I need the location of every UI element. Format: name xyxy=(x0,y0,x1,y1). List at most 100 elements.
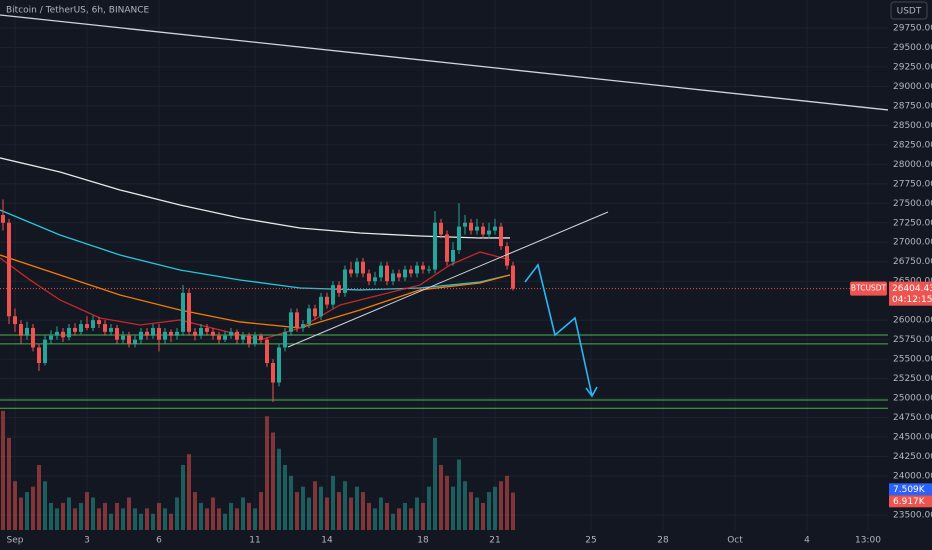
volume-bar xyxy=(379,497,383,530)
volume-bar xyxy=(421,502,425,530)
volume-bar xyxy=(223,513,227,530)
y-tick-label: 29500.00 xyxy=(893,43,932,53)
candle-body xyxy=(1,214,5,223)
volume-bar xyxy=(511,492,515,530)
x-tick-label: 28 xyxy=(657,536,669,546)
y-tick-label: 26000.00 xyxy=(893,316,932,326)
volume-bar xyxy=(445,475,449,530)
x-tick-label: 18 xyxy=(417,536,429,546)
volume-bar xyxy=(73,508,77,530)
countdown: 04:12:15 xyxy=(892,295,932,305)
y-tick-label: 28250.00 xyxy=(893,140,932,150)
volume-bar xyxy=(31,486,35,530)
volume-bar xyxy=(487,492,491,530)
volume-bar xyxy=(469,492,473,530)
candle-body xyxy=(349,269,353,274)
candle-body xyxy=(451,250,455,262)
y-tick-label: 28750.00 xyxy=(893,101,932,111)
y-tick-label: 29000.00 xyxy=(893,82,932,92)
x-tick-label: 21 xyxy=(489,536,500,546)
volume-bar xyxy=(157,502,161,530)
volume-bar xyxy=(373,508,377,530)
volume-bar xyxy=(481,502,485,530)
volume-bar xyxy=(451,486,455,530)
currency-button[interactable] xyxy=(890,1,928,20)
y-tick-label: 27250.00 xyxy=(893,218,932,228)
volume-bar xyxy=(427,486,431,530)
volume-bar xyxy=(433,437,437,530)
currency-label[interactable]: USDT xyxy=(897,7,922,17)
candle-body xyxy=(313,308,317,317)
volume-bar xyxy=(103,502,107,530)
volume-bar xyxy=(139,513,143,530)
volume-bar xyxy=(397,508,401,530)
volume-bar xyxy=(343,481,347,530)
candle-body xyxy=(403,269,407,278)
trend-line xyxy=(287,211,609,348)
y-tick-label: 25000.00 xyxy=(893,394,932,404)
candle-body xyxy=(121,335,125,340)
volume-bar xyxy=(127,497,131,530)
volume-bar xyxy=(355,486,359,530)
candle-body xyxy=(253,335,257,344)
volume-bar xyxy=(385,502,389,530)
candle-body xyxy=(61,331,65,338)
candle-body xyxy=(217,335,221,340)
volume-bar xyxy=(109,513,113,530)
volume-bar xyxy=(19,497,23,530)
x-tick-label: 13:00 xyxy=(855,536,881,546)
volume-bar xyxy=(205,508,209,530)
volume-bar xyxy=(415,497,419,530)
y-tick-label: 27000.00 xyxy=(893,238,932,248)
candle-body xyxy=(193,331,197,336)
moving-average xyxy=(0,209,511,291)
x-tick-label: Oct xyxy=(727,536,743,546)
y-tick-label: 25750.00 xyxy=(893,335,932,345)
candle-body xyxy=(355,261,359,274)
candle-body xyxy=(139,331,143,340)
symbol-tag-bg xyxy=(850,281,887,296)
volume-bar xyxy=(1,410,5,530)
candles xyxy=(1,199,515,402)
moving-average xyxy=(0,254,511,329)
x-tick-label: 25 xyxy=(585,536,596,546)
volume-bar xyxy=(115,502,119,530)
candle-body xyxy=(37,347,41,364)
y-tick-label: 24250.00 xyxy=(893,452,932,462)
candle-body xyxy=(385,265,389,282)
candle-body xyxy=(379,265,383,278)
volume-bar xyxy=(277,448,281,530)
volume-bar xyxy=(151,513,155,530)
volume-bar xyxy=(7,437,11,530)
volume-bar xyxy=(367,502,371,530)
volume-bar xyxy=(295,492,299,530)
volume-bar xyxy=(175,497,179,530)
volume-bar xyxy=(229,502,233,530)
volume-bar xyxy=(391,513,395,530)
candle-body xyxy=(49,335,53,340)
volume-bar xyxy=(163,508,167,530)
volume-bar xyxy=(457,459,461,530)
volume-bar xyxy=(193,492,197,530)
volume-bar xyxy=(331,475,335,530)
x-tick-label: 3 xyxy=(84,536,90,546)
volume-bar xyxy=(313,481,317,530)
candle-body xyxy=(109,327,113,332)
candle-body xyxy=(295,312,299,328)
candle-body xyxy=(367,273,371,282)
volume-bar xyxy=(301,486,305,530)
candle-body xyxy=(481,226,485,235)
candle-body xyxy=(25,327,29,336)
y-tick-label: 29250.00 xyxy=(893,62,932,72)
y-tick-label: 29750.00 xyxy=(893,23,932,33)
volume-bar xyxy=(319,486,323,530)
candle-body xyxy=(511,265,515,289)
volume-bar xyxy=(187,454,191,530)
symbol-tag: BTCUSDT xyxy=(851,284,887,293)
candle-body xyxy=(373,277,377,282)
candle-body xyxy=(187,292,191,332)
candle-body xyxy=(79,324,83,332)
candle-body xyxy=(133,339,137,344)
candle-body xyxy=(475,226,479,231)
